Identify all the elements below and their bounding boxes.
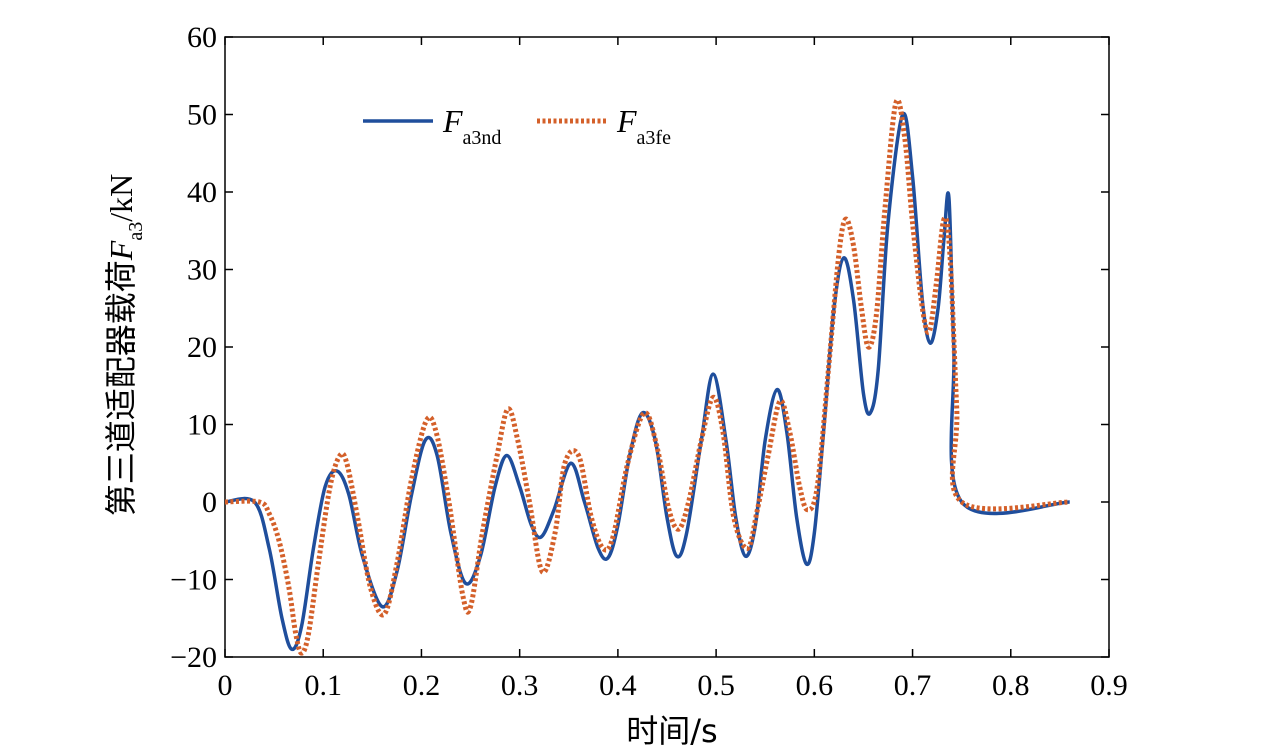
series-line-a3nd — [225, 113, 1070, 649]
y-tick-label: 40 — [187, 176, 217, 209]
legend-label-a3fe-sub: a3fe — [637, 127, 672, 149]
x-tick-label: 0 — [218, 669, 233, 702]
legend-label-a3nd-sub: a3nd — [463, 127, 502, 149]
y-tick-label: −20 — [170, 641, 217, 674]
y-tick-label: 60 — [187, 21, 217, 54]
series-line-a3fe — [225, 100, 1070, 653]
y-axis-title: 第三道适配器载荷Fa3/kN — [102, 174, 147, 516]
line-chart: 0 0.1 0.2 0.3 0.4 0.5 0.6 0.7 0.8 0.9 −20 −10 0 10 20 3… — [0, 0, 1276, 754]
y-tick-label: −10 — [170, 564, 217, 597]
legend-label-a3fe: Fa3fe — [616, 103, 671, 149]
y-axis-title-unit: /kN — [103, 174, 139, 222]
x-tick-label: 0.2 — [403, 669, 441, 702]
x-tick-label: 0.5 — [697, 669, 735, 702]
legend-label-a3fe-main: F — [616, 103, 637, 139]
legend-label-a3nd: Fa3nd — [442, 103, 501, 149]
legend-label-a3nd-main: F — [442, 103, 463, 139]
y-tick-label: 20 — [187, 331, 217, 364]
x-tick-label: 0.7 — [894, 669, 932, 702]
y-axis-title-subscript: a3 — [125, 222, 147, 241]
x-tick-label: 0.6 — [796, 669, 834, 702]
x-tick-label: 0.3 — [501, 669, 539, 702]
series-layer — [225, 100, 1070, 653]
x-tick-label: 0.4 — [599, 669, 637, 702]
y-tick-label: 30 — [187, 254, 217, 287]
y-axis-title-prefix: 第三道适配器载荷 — [102, 260, 140, 516]
y-tick-label: 50 — [187, 99, 217, 132]
x-tick-label: 0.9 — [1090, 669, 1128, 702]
legend: Fa3nd Fa3fe — [363, 103, 671, 149]
x-tick-label: 0.1 — [304, 669, 342, 702]
y-tick-label: 10 — [187, 409, 217, 442]
y-tick-label: 0 — [202, 486, 217, 519]
x-tick-label: 0.8 — [992, 669, 1030, 702]
y-axis-title-symbol: F — [103, 240, 139, 261]
x-axis-title: 时间/s — [626, 712, 717, 750]
